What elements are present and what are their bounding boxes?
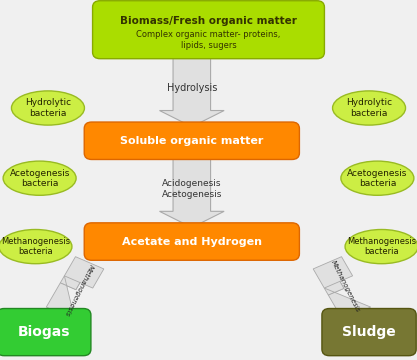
Text: Methanogenesis: Methanogenesis [330, 260, 361, 313]
Ellipse shape [12, 91, 84, 125]
Text: Acetate and Hydrogen: Acetate and Hydrogen [122, 237, 262, 247]
Text: Hydrolytic
bacteria: Hydrolytic bacteria [346, 98, 392, 118]
Ellipse shape [345, 230, 417, 264]
Text: Hydrolysis: Hydrolysis [167, 83, 217, 93]
Polygon shape [60, 257, 104, 289]
Ellipse shape [333, 91, 405, 125]
Text: Methanogenesis
bacteria: Methanogenesis bacteria [347, 237, 416, 256]
Polygon shape [46, 276, 80, 319]
Text: Biomass/Fresh organic matter: Biomass/Fresh organic matter [120, 16, 297, 26]
Text: Hydrolytic
bacteria: Hydrolytic bacteria [25, 98, 71, 118]
FancyBboxPatch shape [84, 223, 299, 260]
Polygon shape [159, 52, 224, 127]
Text: Sludge: Sludge [342, 325, 396, 339]
Text: Biogas: Biogas [18, 325, 70, 339]
Text: Acetogenesis
bacteria: Acetogenesis bacteria [347, 168, 407, 188]
Text: Acetogenesis
bacteria: Acetogenesis bacteria [10, 168, 70, 188]
Text: Soluble organic matter: Soluble organic matter [120, 136, 264, 146]
Polygon shape [313, 257, 353, 295]
Polygon shape [324, 282, 371, 319]
Text: Acidogenesis
Acetogenesis: Acidogenesis Acetogenesis [162, 179, 222, 199]
FancyBboxPatch shape [0, 309, 91, 356]
FancyBboxPatch shape [93, 1, 324, 59]
Ellipse shape [341, 161, 414, 195]
Text: Methanogenesis
bacteria: Methanogenesis bacteria [1, 237, 70, 256]
FancyBboxPatch shape [84, 122, 299, 159]
Text: Methanogenesis: Methanogenesis [63, 263, 94, 316]
Polygon shape [159, 153, 224, 228]
Text: Complex organic matter- proteins,
lipids, sugers: Complex organic matter- proteins, lipids… [136, 30, 281, 50]
Ellipse shape [0, 230, 72, 264]
FancyBboxPatch shape [322, 309, 416, 356]
Ellipse shape [3, 161, 76, 195]
